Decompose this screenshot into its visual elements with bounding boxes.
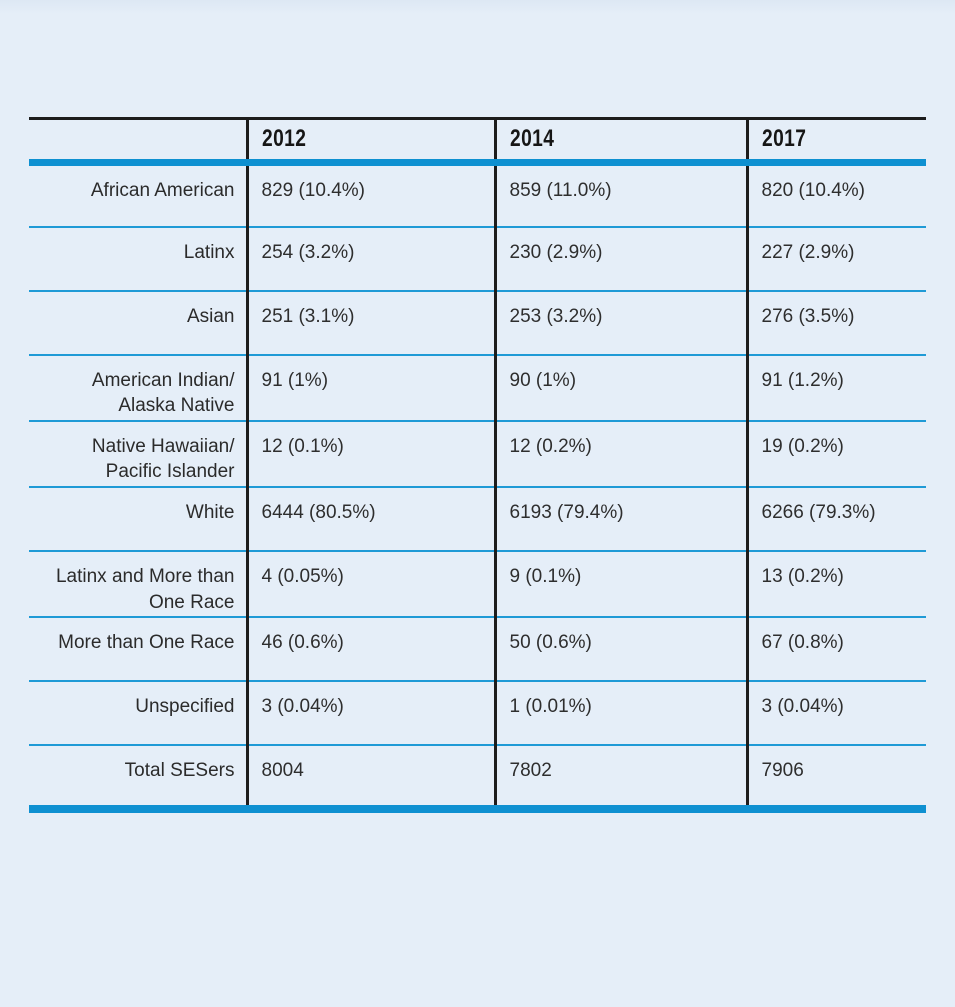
cell-2017: 3 (0.04%) [745,680,926,746]
cell-2017: 6266 (79.3%) [745,486,926,552]
row-label: Native Hawaiian/ Pacific Islander [29,419,247,488]
cell-2012: 6444 (80.5%) [245,486,495,552]
table-row-native-hawaiian-pacific-islander: Native Hawaiian/ Pacific Islander 12 (0.… [29,419,926,488]
table-row-african-american: African American 829 (10.4%) 859 (11.0%)… [29,162,926,227]
row-label: American Indian/ Alaska Native [29,353,247,421]
row-label: Unspecified [29,680,247,746]
cell-2017: 19 (0.2%) [745,419,926,488]
cell-2017: 91 (1.2%) [745,353,926,421]
cell-2014: 12 (0.2%) [493,419,747,488]
demographics-by-year-table: 2012 2014 2017 African American 829 (10.… [29,117,926,814]
cell-2012: 829 (10.4%) [245,162,495,227]
table-row-white: White 6444 (80.5%) 6193 (79.4%) 6266 (79… [29,486,926,552]
cell-2012: 4 (0.05%) [245,550,495,618]
cell-2012: 8004 [245,744,495,814]
cell-2012: 3 (0.04%) [245,680,495,746]
header-cell-2014: 2014 [493,118,747,166]
header-cell-2017: 2017 [745,118,926,166]
cell-2014: 230 (2.9%) [493,225,747,291]
cell-2014: 50 (0.6%) [493,616,747,682]
row-label: Latinx and More than One Race [29,550,247,618]
cell-2017: 227 (2.9%) [745,225,926,291]
table-header-row: 2012 2014 2017 [29,118,926,166]
cell-2014: 253 (3.2%) [493,289,747,355]
cell-2014: 6193 (79.4%) [493,486,747,552]
cell-2017: 7906 [745,744,926,814]
cell-2017: 276 (3.5%) [745,289,926,355]
cell-2014: 90 (1%) [493,353,747,421]
table-row-asian: Asian 251 (3.1%) 253 (3.2%) 276 (3.5%) [29,289,926,355]
row-label: Total SESers [29,744,247,814]
row-label: More than One Race [29,616,247,682]
header-empty-cell [29,118,247,166]
table-row-latinx: Latinx 254 (3.2%) 230 (2.9%) 227 (2.9%) [29,225,926,291]
cell-2017: 13 (0.2%) [745,550,926,618]
table-row-latinx-and-more-than-one-race: Latinx and More than One Race 4 (0.05%) … [29,550,926,618]
cell-2012: 46 (0.6%) [245,616,495,682]
table-row-unspecified: Unspecified 3 (0.04%) 1 (0.01%) 3 (0.04%… [29,680,926,746]
table-row-total-sesers: Total SESers 8004 7802 7906 [29,744,926,814]
table-row-more-than-one-race: More than One Race 46 (0.6%) 50 (0.6%) 6… [29,616,926,682]
cell-2014: 1 (0.01%) [493,680,747,746]
cell-2012: 12 (0.1%) [245,419,495,488]
cell-2012: 254 (3.2%) [245,225,495,291]
header-cell-2012: 2012 [245,118,495,166]
row-label: African American [90,180,235,201]
cell-2012: 251 (3.1%) [245,289,495,355]
header-year-2012-label: 2012 [261,124,306,152]
row-label: Latinx [29,225,247,291]
table-row-american-indian-alaska-native: American Indian/ Alaska Native 91 (1%) 9… [29,353,926,421]
header-year-2014-label: 2014 [509,124,554,152]
row-label: Asian [29,289,247,355]
cell-2017: 67 (0.8%) [745,616,926,682]
cell-2012: 91 (1%) [245,353,495,421]
row-label: White [29,486,247,552]
cell-2014: 859 (11.0%) [493,162,747,227]
cell-2014: 7802 [493,744,747,814]
cell-2017: 820 (10.4%) [745,162,926,227]
header-year-2017-label: 2017 [761,124,806,152]
cell-2014: 9 (0.1%) [493,550,747,618]
